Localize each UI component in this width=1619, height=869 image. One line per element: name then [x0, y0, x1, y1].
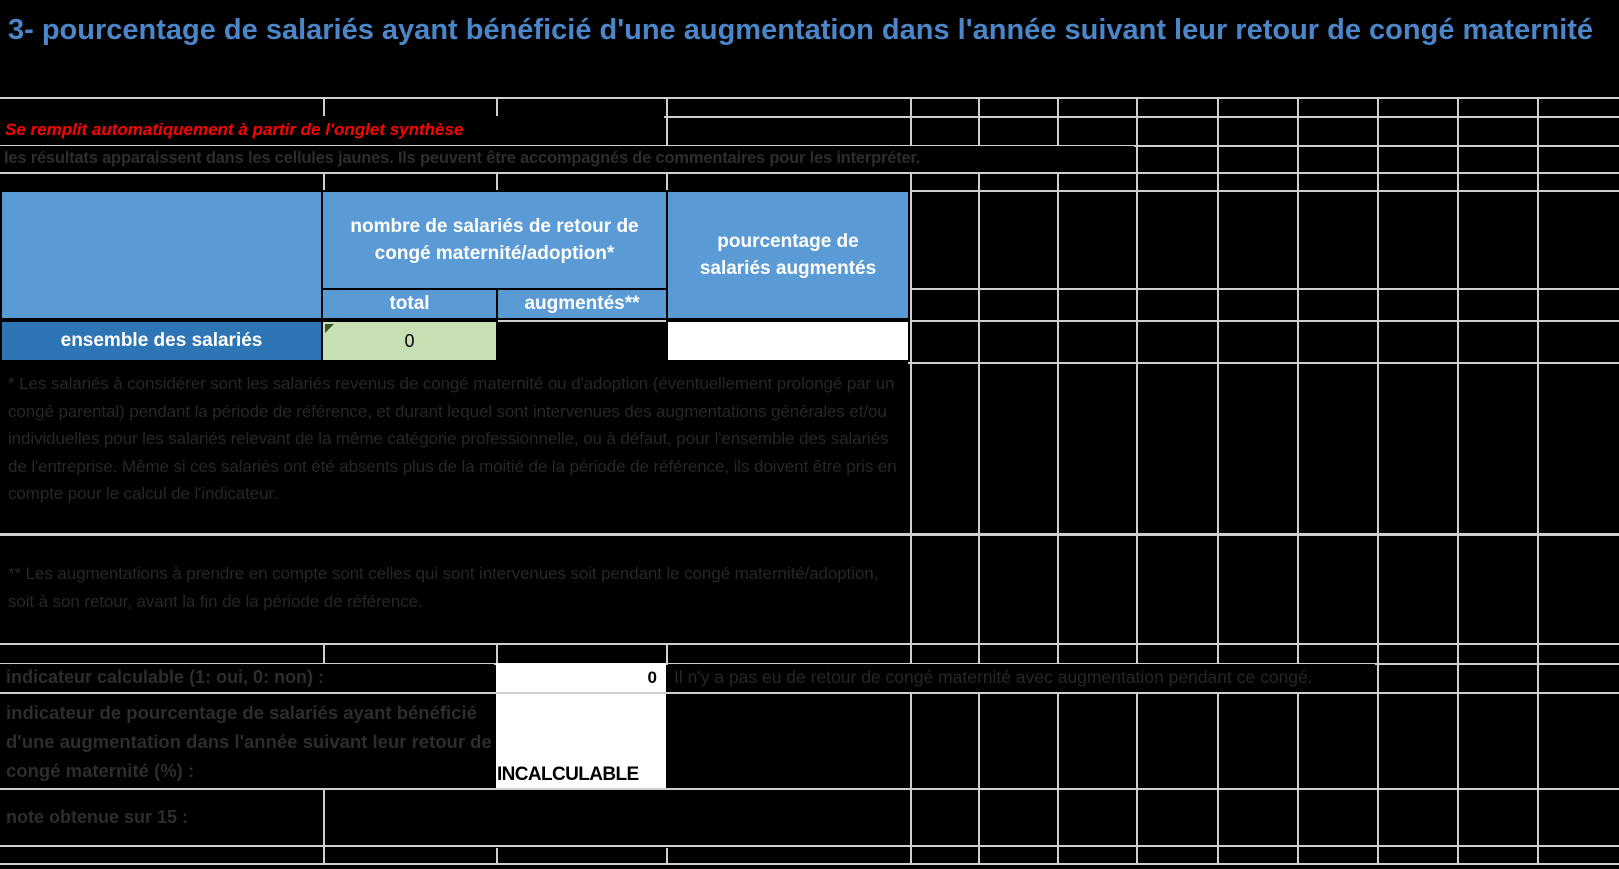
footnote-double-asterisk: ** Les augmentations à prendre en compte… — [0, 538, 908, 641]
corner-header-cell — [0, 190, 323, 320]
grid-line — [666, 97, 668, 145]
calculable-indicator-value-cell[interactable]: 0 — [496, 663, 666, 692]
calculable-indicator-label: indicateur calculable (1: oui, 0: non) : — [0, 664, 494, 691]
grid-line — [0, 116, 1619, 118]
grid-line — [323, 788, 325, 863]
grid-line — [1457, 97, 1459, 863]
footnote-asterisk: * Les salariés à considérer sont les sal… — [0, 364, 908, 531]
grid-line — [0, 533, 1619, 536]
grid-line — [908, 362, 1619, 364]
grid-line — [0, 97, 1619, 99]
grid-line — [496, 643, 498, 663]
grid-line — [1537, 97, 1539, 863]
grid-line — [323, 643, 325, 663]
grid-line — [910, 97, 912, 145]
grid-line — [496, 97, 498, 116]
grid-line — [1057, 97, 1059, 145]
grid-line — [1057, 692, 1059, 863]
grid-line — [496, 848, 498, 863]
grid-line — [496, 172, 498, 190]
grid-line — [910, 172, 912, 663]
grid-line — [1136, 692, 1138, 863]
grid-line — [1217, 97, 1219, 663]
grid-line — [323, 97, 325, 116]
grid-line — [0, 845, 1619, 847]
grid-line — [1297, 692, 1299, 863]
percentage-value-cell[interactable] — [666, 320, 910, 362]
grid-line — [1297, 97, 1299, 663]
grid-line — [978, 97, 980, 145]
auto-fill-note: Se remplit automatiquement à partir de l… — [0, 116, 664, 143]
grid-line — [0, 643, 1619, 645]
grid-line — [1377, 97, 1379, 863]
results-hint-note: les résultats apparaissent dans les cell… — [0, 146, 1134, 170]
grid-line — [1217, 692, 1219, 863]
calculable-indicator-comment: Il n'y a pas eu de retour de congé mater… — [668, 664, 1375, 691]
total-value-cell[interactable]: 0 — [321, 320, 498, 362]
grid-line — [323, 172, 325, 190]
score-label: note obtenue sur 15 : — [0, 790, 321, 845]
grid-line — [666, 172, 668, 190]
grid-line — [910, 692, 912, 863]
grid-line — [1136, 97, 1138, 663]
percentage-header-cell: pourcentage de salariés augmentés — [666, 190, 910, 320]
percentage-indicator-value-cell[interactable]: INCALCULABLE — [496, 694, 666, 788]
total-column-header: total — [321, 288, 498, 320]
grid-line — [978, 692, 980, 863]
group-header-cell: nombre de salariés de retour de congé ma… — [321, 190, 668, 290]
formula-marker-icon — [325, 324, 334, 333]
grid-line — [978, 172, 980, 663]
grid-line — [0, 863, 1619, 865]
row-header-ensemble: ensemble des salariés — [0, 320, 323, 362]
percentage-indicator-label: indicateur de pourcentage de salariés ay… — [0, 694, 494, 786]
grid-line — [0, 692, 1619, 694]
grid-line — [666, 848, 668, 863]
page-title: 3- pourcentage de salariés ayant bénéfic… — [8, 14, 1594, 46]
augmented-column-header: augmentés** — [496, 288, 668, 320]
grid-line — [0, 788, 1619, 790]
grid-line — [1057, 172, 1059, 663]
grid-line — [0, 172, 1619, 174]
total-value: 0 — [404, 330, 415, 351]
grid-line — [666, 643, 668, 663]
